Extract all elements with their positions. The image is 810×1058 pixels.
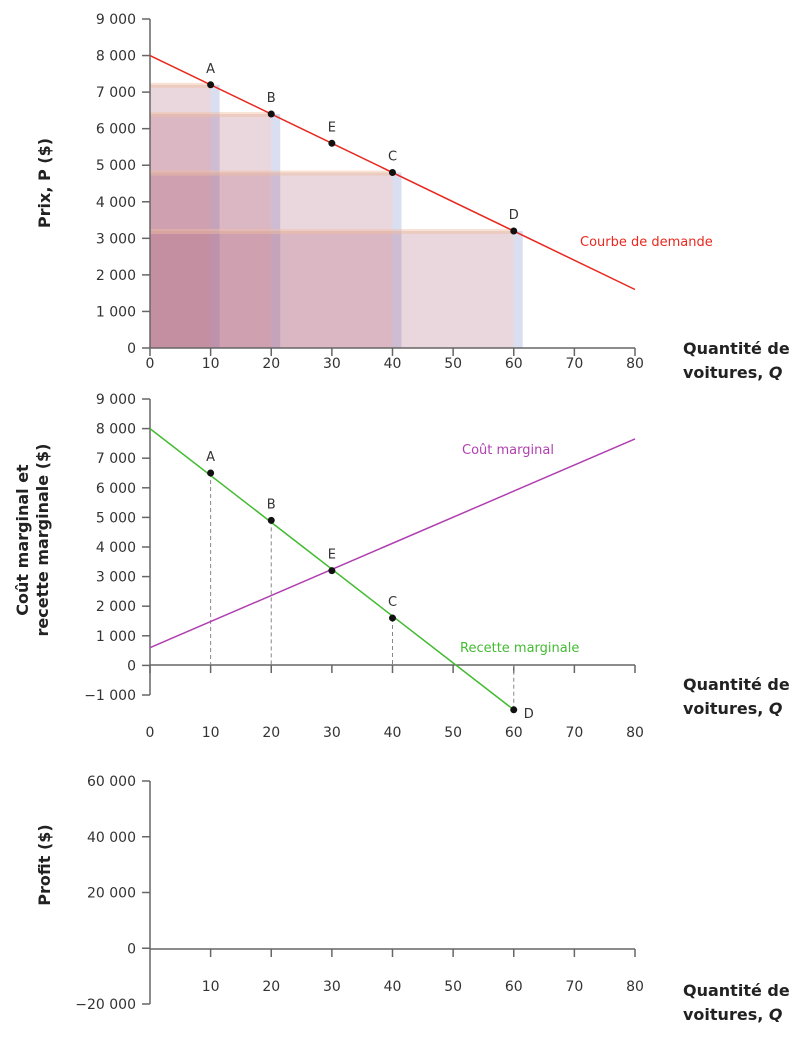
revenue-rectangle-edge — [271, 114, 281, 349]
y-tick-label: 3 000 — [96, 570, 136, 586]
series-label: Recette marginale — [460, 641, 579, 656]
series-label: Courbe de demande — [580, 235, 713, 250]
y-tick-label: 1 000 — [96, 304, 136, 320]
data-point — [510, 706, 518, 714]
x-axis-label: voitures, Q — [683, 699, 783, 718]
x-axis-label: voitures, Q — [683, 363, 783, 382]
series-line — [149, 438, 636, 649]
x-tick-label: 50 — [444, 725, 462, 741]
y-axis-label: Prix, P ($) — [35, 138, 54, 228]
x-tick-label: 60 — [505, 725, 523, 741]
y-axis-label: Coût marginal et — [13, 464, 32, 616]
x-tick-label: 20 — [262, 356, 280, 372]
revenue-rectangle — [150, 114, 272, 349]
point-label: A — [206, 450, 215, 465]
y-tick-label: 40 000 — [87, 830, 136, 846]
x-tick-label: 60 — [505, 356, 523, 372]
x-tick-label: 40 — [384, 979, 402, 995]
point-label: C — [388, 150, 397, 165]
y-tick-label: 5 000 — [96, 510, 136, 526]
y-tick-label: 7 000 — [96, 451, 136, 467]
x-axis-label: Quantité de — [683, 339, 790, 358]
x-tick-label: 30 — [323, 356, 341, 372]
y-tick-label: 0 — [127, 658, 136, 674]
point-label: E — [328, 548, 336, 563]
series-label: Coût marginal — [462, 443, 554, 458]
revenue-rectangle-top — [150, 112, 272, 118]
x-tick-label: 60 — [505, 979, 523, 995]
point-label: D — [509, 208, 519, 223]
x-tick-label: 20 — [262, 979, 280, 995]
point-label: B — [267, 497, 276, 512]
data-point — [267, 110, 275, 118]
x-tick-label: 0 — [146, 356, 155, 372]
y-tick-label: 9 000 — [96, 392, 136, 408]
x-tick-label: 30 — [323, 725, 341, 741]
y-tick-label: −1 000 — [84, 688, 136, 704]
y-tick-label: 0 — [127, 941, 136, 957]
y-tick-label: 0 — [127, 341, 136, 357]
x-axis-label: voitures, Q — [683, 1005, 783, 1024]
x-tick-label: 80 — [626, 725, 644, 741]
y-tick-label: 9 000 — [96, 12, 136, 28]
y-tick-label: 7 000 — [96, 85, 136, 101]
data-point — [328, 567, 336, 575]
y-tick-label: 4 000 — [96, 195, 136, 211]
y-tick-label: 2 000 — [96, 268, 136, 284]
revenue-rectangle-top — [150, 229, 514, 235]
x-tick-label: 10 — [202, 356, 220, 372]
revenue-rectangle — [150, 84, 211, 349]
data-point — [207, 81, 215, 89]
x-tick-label: 10 — [202, 979, 220, 995]
x-tick-label: 70 — [565, 979, 583, 995]
y-tick-label: 3 000 — [96, 231, 136, 247]
x-tick-label: 50 — [444, 356, 462, 372]
x-tick-label: 80 — [626, 979, 644, 995]
x-axis-label: Quantité de — [683, 675, 790, 694]
y-tick-label: 20 000 — [87, 886, 136, 902]
revenue-rectangle-edge — [210, 84, 220, 349]
data-point — [207, 469, 215, 477]
point-label: A — [206, 62, 215, 77]
y-tick-label: 2 000 — [96, 599, 136, 615]
x-tick-label: 40 — [384, 356, 402, 372]
data-point — [389, 169, 396, 177]
data-point — [510, 227, 518, 235]
y-tick-label: 4 000 — [96, 540, 136, 556]
x-tick-label: 70 — [565, 356, 583, 372]
point-label: D — [524, 707, 534, 722]
y-tick-label: −20 000 — [75, 997, 136, 1013]
y-tick-label: 6 000 — [96, 122, 136, 138]
y-tick-label: 8 000 — [96, 49, 136, 65]
x-tick-label: 30 — [323, 979, 341, 995]
point-label: E — [328, 120, 336, 135]
y-tick-label: 1 000 — [96, 629, 136, 645]
data-point — [267, 516, 275, 524]
revenue-rectangle-top — [150, 170, 393, 176]
x-tick-label: 20 — [262, 725, 280, 741]
y-tick-label: 5 000 — [96, 158, 136, 174]
x-axis-label: Quantité de — [683, 981, 790, 1000]
x-tick-label: 10 — [202, 725, 220, 741]
y-tick-label: 60 000 — [87, 774, 136, 790]
y-tick-label: 6 000 — [96, 481, 136, 497]
x-tick-label: 50 — [444, 979, 462, 995]
data-point — [328, 139, 336, 147]
y-axis-label: recette marginale ($) — [33, 444, 52, 637]
x-tick-label: 0 — [146, 725, 155, 741]
revenue-rectangle-edge — [513, 231, 523, 348]
revenue-rectangle — [150, 231, 514, 348]
point-label: C — [388, 595, 397, 610]
revenue-rectangle — [150, 172, 393, 348]
data-point — [389, 614, 396, 622]
x-tick-label: 40 — [384, 725, 402, 741]
point-label: B — [267, 91, 276, 106]
revenue-rectangle-edge — [392, 172, 402, 348]
x-tick-label: 80 — [626, 356, 644, 372]
revenue-rectangle-top — [150, 82, 211, 88]
x-tick-label: 70 — [565, 725, 583, 741]
y-axis-label: Profit ($) — [35, 824, 54, 905]
y-tick-label: 8 000 — [96, 422, 136, 438]
